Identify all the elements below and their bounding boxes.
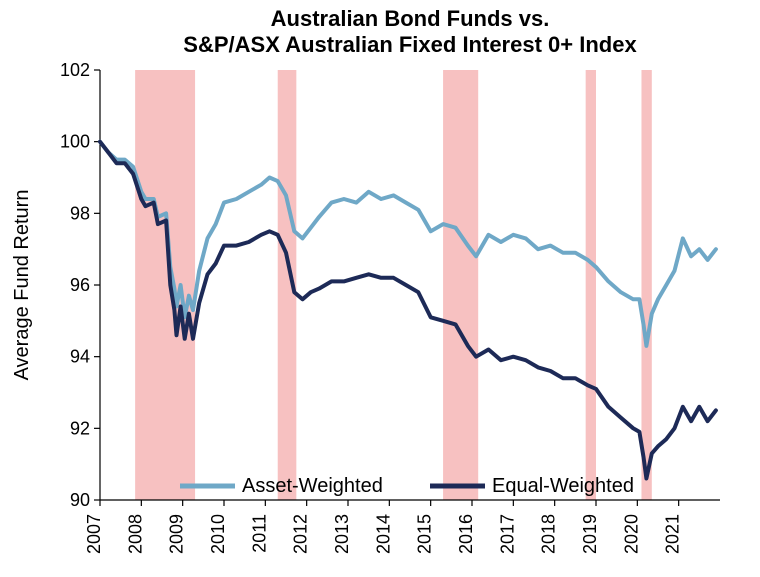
y-axis-label: Average Fund Return	[11, 190, 33, 381]
y-tick-label: 98	[70, 203, 90, 223]
x-tick-label: 2016	[456, 514, 476, 554]
y-tick-label: 96	[70, 275, 90, 295]
x-tick-label: 2013	[332, 514, 352, 554]
y-tick-label: 92	[70, 418, 90, 438]
y-tick-label: 90	[70, 490, 90, 510]
x-tick-label: 2008	[125, 514, 145, 554]
shaded-band	[443, 70, 478, 500]
x-tick-label: 2009	[167, 514, 187, 554]
chart-title-line2: S&P/ASX Australian Fixed Interest 0+ Ind…	[183, 32, 637, 57]
x-tick-label: 2012	[291, 514, 311, 554]
chart-title-line1: Australian Bond Funds vs.	[271, 6, 550, 31]
x-tick-label: 2011	[249, 514, 269, 553]
chart-container: { "chart": { "type": "line", "width": 76…	[0, 0, 760, 577]
y-tick-label: 100	[60, 132, 90, 152]
x-tick-label: 2010	[208, 514, 228, 554]
shaded-band	[586, 70, 596, 500]
chart-svg: Australian Bond Funds vs.S&P/ASX Austral…	[0, 0, 760, 577]
x-tick-label: 2015	[415, 514, 435, 554]
y-tick-label: 102	[60, 60, 90, 80]
x-tick-label: 2017	[497, 514, 517, 554]
x-tick-label: 2018	[539, 514, 559, 554]
x-tick-label: 2020	[621, 514, 641, 554]
x-tick-label: 2021	[663, 514, 683, 554]
y-tick-label: 94	[70, 347, 90, 367]
shaded-band	[135, 70, 195, 500]
legend-label: Asset-Weighted	[242, 475, 383, 497]
x-tick-label: 2007	[84, 514, 104, 554]
legend-label: Equal-Weighted	[492, 475, 634, 497]
x-tick-label: 2019	[580, 514, 600, 554]
x-tick-label: 2014	[373, 514, 393, 554]
shaded-band	[641, 70, 651, 500]
